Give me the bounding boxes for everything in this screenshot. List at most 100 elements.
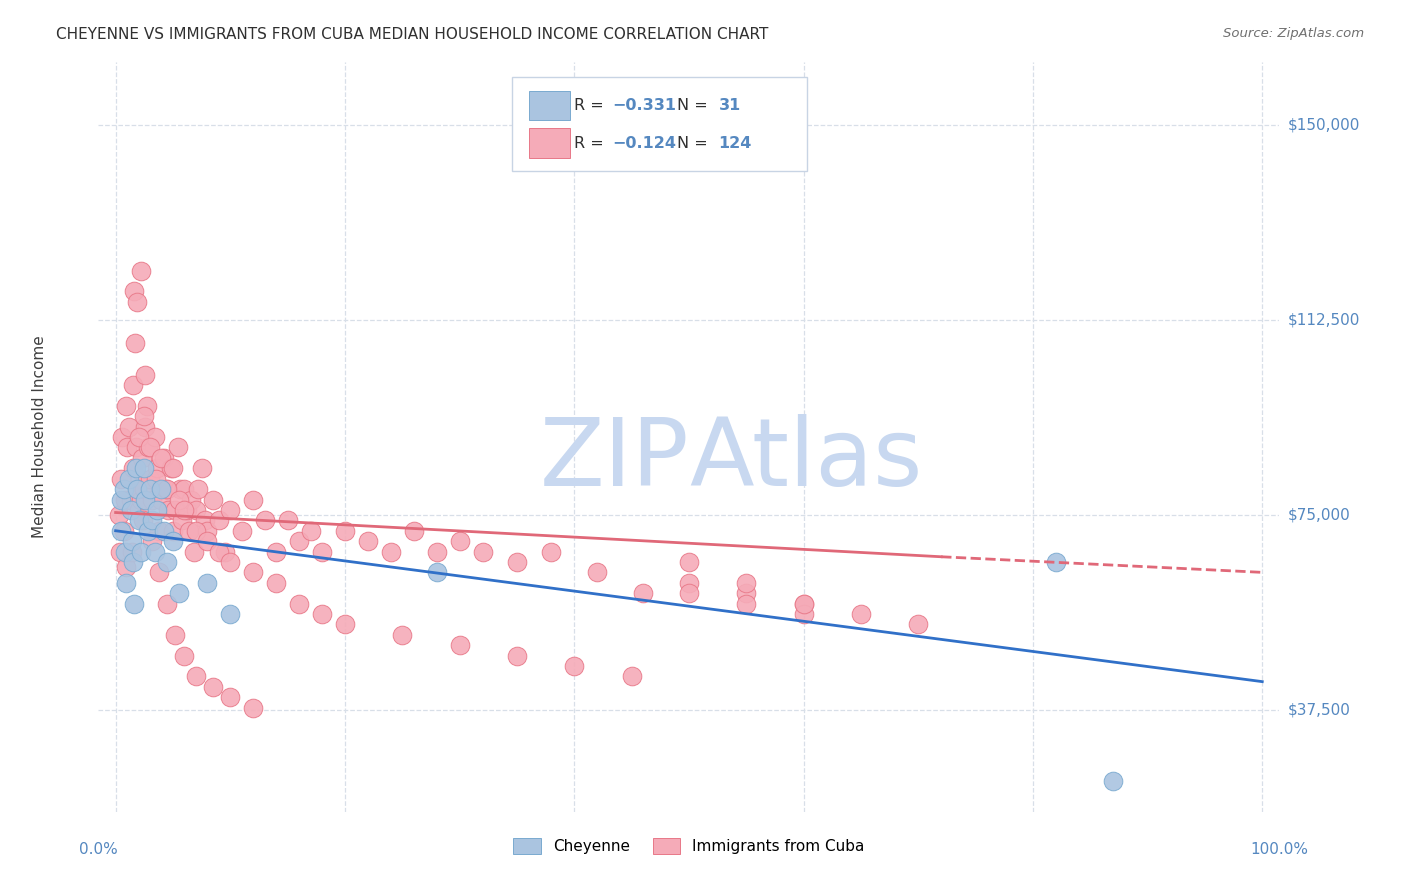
Point [156, 482, 179, 496]
Point [121, 534, 143, 549]
Point [127, 294, 149, 309]
Point [115, 399, 138, 413]
Point [277, 513, 299, 527]
Point [108, 508, 131, 523]
Point [735, 586, 758, 600]
Point [115, 575, 138, 590]
Point [118, 419, 141, 434]
Point [793, 597, 815, 611]
Point [620, 669, 643, 683]
Point [150, 492, 173, 507]
Point [152, 450, 174, 465]
Point [111, 430, 134, 444]
Point [114, 492, 136, 507]
Point [449, 638, 471, 652]
Point [108, 544, 131, 558]
Point [165, 628, 187, 642]
Point [112, 482, 135, 496]
Text: R =: R = [575, 98, 609, 113]
Point [120, 503, 142, 517]
Text: CHEYENNE VS IMMIGRANTS FROM CUBA MEDIAN HOUSEHOLD INCOME CORRELATION CHART: CHEYENNE VS IMMIGRANTS FROM CUBA MEDIAN … [56, 27, 769, 42]
Point [219, 607, 242, 621]
Point [122, 285, 145, 299]
Point [176, 503, 198, 517]
Point [139, 441, 162, 455]
Text: 0.0%: 0.0% [79, 842, 118, 857]
Point [139, 472, 162, 486]
Point [184, 669, 207, 683]
Point [141, 534, 163, 549]
Point [333, 524, 356, 538]
Point [162, 534, 184, 549]
Point [180, 492, 202, 507]
FancyBboxPatch shape [530, 128, 569, 158]
Point [907, 617, 929, 632]
Point [299, 524, 322, 538]
Text: 31: 31 [718, 98, 741, 113]
Point [150, 482, 173, 496]
Point [540, 544, 562, 558]
Point [125, 441, 148, 455]
Point [141, 513, 163, 527]
Point [311, 544, 333, 558]
Point [631, 586, 654, 600]
Point [288, 597, 311, 611]
Point [157, 503, 180, 517]
Point [146, 461, 169, 475]
Point [288, 534, 311, 549]
FancyBboxPatch shape [512, 78, 807, 171]
Point [173, 503, 195, 517]
FancyBboxPatch shape [530, 91, 569, 120]
Point [150, 450, 173, 465]
Point [183, 544, 205, 558]
Point [134, 482, 156, 496]
Point [195, 524, 218, 538]
Point [156, 597, 179, 611]
Point [128, 503, 150, 517]
Point [735, 575, 758, 590]
Point [121, 544, 143, 558]
Point [159, 461, 181, 475]
Point [678, 575, 700, 590]
Point [506, 648, 529, 663]
Point [506, 555, 529, 569]
Point [155, 482, 177, 496]
Point [242, 492, 264, 507]
Point [264, 575, 287, 590]
Point [793, 597, 815, 611]
Point [145, 472, 167, 486]
Point [120, 492, 142, 507]
Point [121, 461, 143, 475]
Point [194, 513, 217, 527]
Text: N =: N = [678, 98, 707, 113]
Point [735, 597, 758, 611]
Point [391, 628, 413, 642]
Point [184, 503, 207, 517]
Point [849, 607, 872, 621]
Point [162, 524, 184, 538]
Point [112, 524, 135, 538]
Point [562, 659, 585, 673]
Point [134, 492, 156, 507]
Point [333, 617, 356, 632]
Point [125, 461, 148, 475]
Point [143, 544, 166, 558]
Text: 100.0%: 100.0% [1250, 842, 1309, 857]
Point [173, 482, 195, 496]
Point [219, 555, 242, 569]
Point [152, 524, 174, 538]
Point [426, 566, 449, 580]
Point [129, 544, 152, 558]
Point [167, 586, 190, 600]
Point [219, 690, 242, 705]
Point [187, 482, 209, 496]
Point [124, 336, 146, 351]
Point [190, 461, 212, 475]
Point [166, 441, 188, 455]
Point [678, 555, 700, 569]
Point [132, 513, 155, 527]
Point [134, 461, 156, 475]
Text: N =: N = [678, 136, 707, 151]
Point [129, 492, 152, 507]
Point [177, 524, 200, 538]
